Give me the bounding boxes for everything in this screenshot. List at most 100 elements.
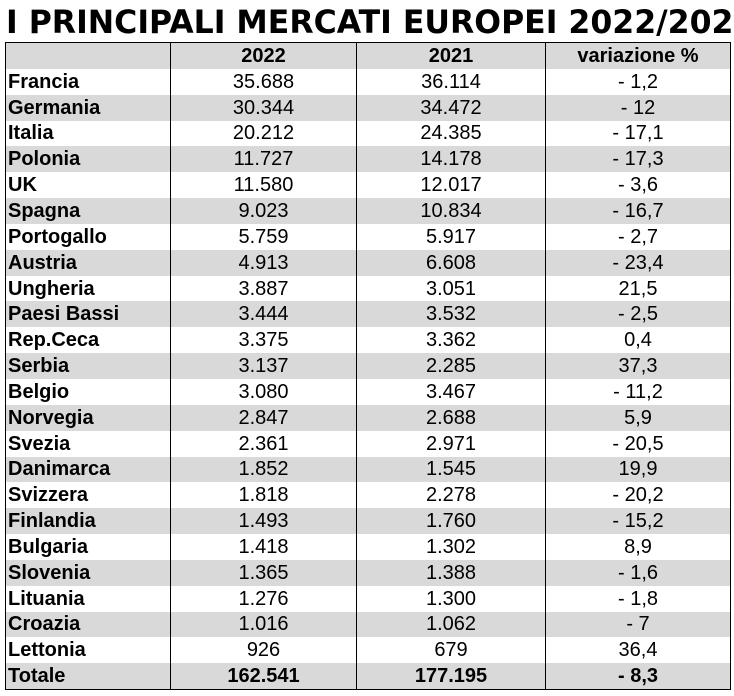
value-2021-cell: 2.285 xyxy=(356,353,546,379)
variation-cell: - 1,2 xyxy=(545,68,731,95)
value-2022-cell: 1.365 xyxy=(170,559,357,586)
table-row: Svizzera 1.818 2.278- 20,2 xyxy=(5,482,731,509)
value-2021-cell: 10.834 xyxy=(356,198,546,224)
table-row: Germania 30.344 34.472- 12 xyxy=(5,94,731,121)
value-2021-cell: 3.532 xyxy=(356,301,546,328)
value-2022-cell: 1.276 xyxy=(170,585,357,612)
table-row: Austria 4.913 6.608- 23,4 xyxy=(5,249,731,276)
variation-cell: - 2,7 xyxy=(545,223,731,250)
country-cell: Paesi Bassi xyxy=(5,301,171,328)
value-2021-cell: 6.608 xyxy=(356,249,546,276)
table-row: Danimarca 1.852 1.545 19,9 xyxy=(5,456,731,483)
value-2022-cell: 3.887 xyxy=(170,275,357,302)
value-2021-cell: 3.467 xyxy=(356,378,546,405)
value-2022-cell: 926 xyxy=(170,637,357,664)
value-2021-cell: 1.760 xyxy=(356,508,546,535)
country-cell: Lituania xyxy=(5,585,171,612)
value-2021-cell: 1.388 xyxy=(356,559,546,586)
country-cell: Austria xyxy=(5,249,171,276)
value-2021-cell: 2.971 xyxy=(356,430,546,457)
country-cell: Lettonia xyxy=(5,637,171,664)
value-2021-cell: 5.917 xyxy=(356,223,546,250)
country-cell: Francia xyxy=(5,68,171,95)
variation-cell: 37,3 xyxy=(545,353,731,379)
country-cell: Norvegia xyxy=(5,404,171,431)
variation-cell: - 16,7 xyxy=(545,198,731,224)
table-row: Serbia 3.137 2.285 37,3 xyxy=(5,353,731,379)
value-2022-cell: 35.688 xyxy=(170,68,357,95)
markets-table: 2022 2021 variazione % Francia 35.688 36.1… xyxy=(5,41,731,691)
country-cell: Slovenia xyxy=(5,559,171,586)
value-2022-cell: 4.913 xyxy=(170,249,357,276)
value-2021-cell: 2.278 xyxy=(356,482,546,509)
value-2022-cell: 30.344 xyxy=(170,94,357,121)
variation-cell: - 8,3 xyxy=(545,663,731,691)
header-row: 2022 2021 variazione % xyxy=(5,41,731,69)
table-body: Francia 35.688 36.114- 1,2 Germania 30.344 34… xyxy=(5,68,731,691)
table-row: Francia 35.688 36.114- 1,2 xyxy=(5,68,731,95)
value-2022-cell: 2.847 xyxy=(170,404,357,431)
variation-cell: - 17,1 xyxy=(545,120,731,147)
value-2021-cell: 36.114 xyxy=(356,68,546,95)
value-2021-cell: 1.300 xyxy=(356,585,546,612)
header-2022: 2022 xyxy=(170,41,357,69)
country-cell: Portogallo xyxy=(5,223,171,250)
table-row: Belgio 3.080 3.467- 11,2 xyxy=(5,378,731,405)
header-country xyxy=(5,41,171,69)
country-cell: Spagna xyxy=(5,198,171,224)
variation-cell: - 20,2 xyxy=(545,482,731,509)
value-2021-cell: 1.062 xyxy=(356,611,546,638)
table-row: Lituania 1.276 1.300- 1,8 xyxy=(5,585,731,612)
country-cell: Germania xyxy=(5,94,171,121)
variation-cell: - 3,6 xyxy=(545,172,731,199)
value-2021-cell: 3.051 xyxy=(356,275,546,302)
table-row: Rep.Ceca 3.375 3.362 0,4 xyxy=(5,327,731,354)
country-cell: UK xyxy=(5,172,171,199)
value-2022-cell: 1.493 xyxy=(170,508,357,535)
value-2022-cell: 2.361 xyxy=(170,430,357,457)
table-row: Bulgaria 1.418 1.302 8,9 xyxy=(5,534,731,560)
variation-cell: - 17,3 xyxy=(545,146,731,173)
variation-cell: 21,5 xyxy=(545,275,731,302)
country-cell: Bulgaria xyxy=(5,534,171,560)
variation-cell: - 1,8 xyxy=(545,585,731,612)
country-cell: Ungheria xyxy=(5,275,171,302)
table-row: Lettonia 926 679 36,4 xyxy=(5,637,731,664)
table-row: Svezia 2.361 2.971- 20,5 xyxy=(5,430,731,457)
table-row: Paesi Bassi 3.444 3.532- 2,5 xyxy=(5,301,731,328)
variation-cell: 8,9 xyxy=(545,534,731,560)
table-row: Slovenia 1.365 1.388- 1,6 xyxy=(5,559,731,586)
value-2021-cell: 1.302 xyxy=(356,534,546,560)
value-2022-cell: 20.212 xyxy=(170,120,357,147)
variation-cell: - 15,2 xyxy=(545,508,731,535)
value-2021-cell: 14.178 xyxy=(356,146,546,173)
table-row: Norvegia 2.847 2.688 5,9 xyxy=(5,404,731,431)
table-row: Italia 20.212 24.385- 17,1 xyxy=(5,120,731,147)
value-2022-cell: 1.016 xyxy=(170,611,357,638)
value-2022-cell: 3.444 xyxy=(170,301,357,328)
variation-cell: - 7 xyxy=(545,611,731,638)
variation-cell: 36,4 xyxy=(545,637,731,664)
value-2022-cell: 1.418 xyxy=(170,534,357,560)
variation-cell: 0,4 xyxy=(545,327,731,354)
variation-cell: - 1,6 xyxy=(545,559,731,586)
value-2021-cell: 24.385 xyxy=(356,120,546,147)
country-cell: Croazia xyxy=(5,611,171,638)
total-row: Totale 162.541 177.195- 8,3 xyxy=(5,663,731,691)
value-2021-cell: 1.545 xyxy=(356,456,546,483)
value-2021-cell: 34.472 xyxy=(356,94,546,121)
variation-cell: 19,9 xyxy=(545,456,731,483)
value-2022-cell: 1.852 xyxy=(170,456,357,483)
value-2022-cell: 5.759 xyxy=(170,223,357,250)
variation-cell: - 20,5 xyxy=(545,430,731,457)
table-row: Spagna 9.023 10.834- 16,7 xyxy=(5,198,731,224)
country-cell: Serbia xyxy=(5,353,171,379)
value-2021-cell: 679 xyxy=(356,637,546,664)
value-2021-cell: 12.017 xyxy=(356,172,546,199)
country-cell: Italia xyxy=(5,120,171,147)
country-cell: Finlandia xyxy=(5,508,171,535)
value-2022-cell: 1.818 xyxy=(170,482,357,509)
table-row: UK 11.580 12.017- 3,6 xyxy=(5,172,731,199)
country-cell: Totale xyxy=(5,663,171,691)
value-2022-cell: 3.080 xyxy=(170,378,357,405)
